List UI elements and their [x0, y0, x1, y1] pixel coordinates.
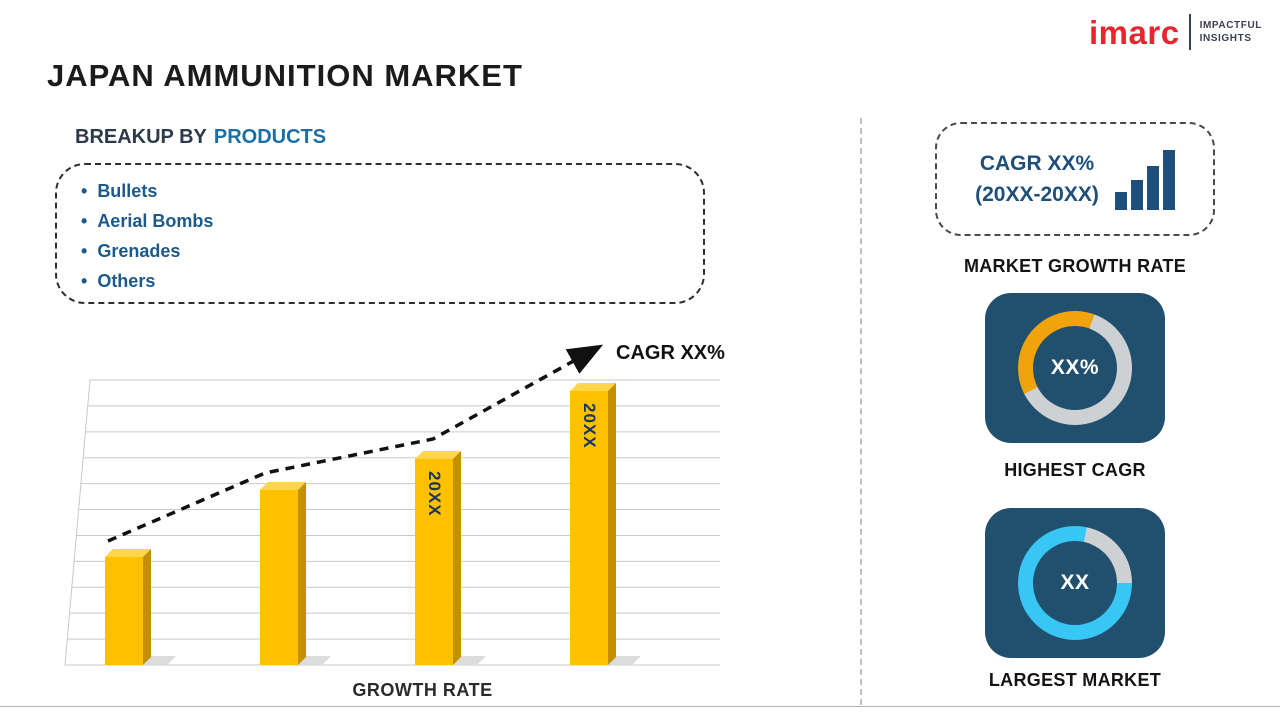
imarc-logo: imarc IMPACTFUL INSIGHTS — [1089, 14, 1262, 50]
cagr-annotation: CAGR XX% — [616, 342, 725, 364]
largest-market-card: XX — [985, 508, 1165, 658]
breakup-heading-prefix: BREAKUP BY — [75, 126, 207, 148]
highest-cagr-card: XX% — [985, 293, 1165, 443]
chart-bar — [260, 490, 298, 665]
chart-floor-edge — [64, 379, 91, 666]
chart-bar — [105, 557, 143, 665]
chart-bar: 20XX — [570, 391, 608, 665]
cagr-summary-text: CAGR XX% (20XX-20XX) — [975, 148, 1099, 211]
highest-cagr-donut-chart: XX% — [1018, 311, 1132, 425]
footer-rule — [0, 706, 1280, 707]
breakup-heading: BREAKUP BY PRODUCTS — [75, 126, 326, 149]
chart-bars: 20XX 20XX — [65, 345, 720, 665]
logo-tagline: IMPACTFUL INSIGHTS — [1200, 19, 1262, 45]
imarc-logo-wordmark: imarc — [1089, 13, 1180, 51]
growth-chart: 20XX 20XX — [64, 344, 720, 666]
product-list-item: Others — [81, 266, 703, 296]
logo-divider — [1188, 14, 1191, 50]
vertical-divider — [860, 118, 862, 705]
logo-tagline-line2: INSIGHTS — [1199, 33, 1252, 44]
product-list-item: Bullets — [81, 176, 703, 206]
ascending-bars-icon — [1114, 148, 1175, 210]
market-growth-rate-label: MARKET GROWTH RATE — [963, 256, 1187, 276]
cagr-summary-box: CAGR XX% (20XX-20XX) — [935, 122, 1215, 236]
largest-market-value: XX — [1060, 571, 1090, 594]
logo-tagline-line1: IMPACTFUL — [1199, 20, 1262, 31]
cagr-summary-line2: (20XX-20XX) — [975, 183, 1099, 206]
product-list-item: Aerial Bombs — [81, 206, 703, 236]
highest-cagr-value: XX% — [1050, 356, 1100, 379]
breakup-heading-highlight: PRODUCTS — [213, 126, 327, 148]
bar-label: 20XX — [580, 403, 599, 449]
page-title: JAPAN AMMUNITION MARKET — [47, 58, 523, 93]
highest-cagr-label: HIGHEST CAGR — [1004, 460, 1146, 480]
chart-bar: 20XX — [415, 459, 453, 665]
bar-label: 20XX — [425, 471, 444, 517]
largest-market-label: LARGEST MARKET — [988, 670, 1162, 690]
products-list: BulletsAerial BombsGrenadesOthers — [57, 176, 703, 296]
chart-x-axis-label: GROWTH RATE — [352, 680, 493, 700]
product-list-item: Grenades — [81, 236, 703, 266]
products-list-box: BulletsAerial BombsGrenadesOthers — [55, 163, 705, 304]
largest-market-donut-chart: XX — [1018, 526, 1132, 640]
cagr-summary-line1: CAGR XX% — [979, 151, 1095, 175]
